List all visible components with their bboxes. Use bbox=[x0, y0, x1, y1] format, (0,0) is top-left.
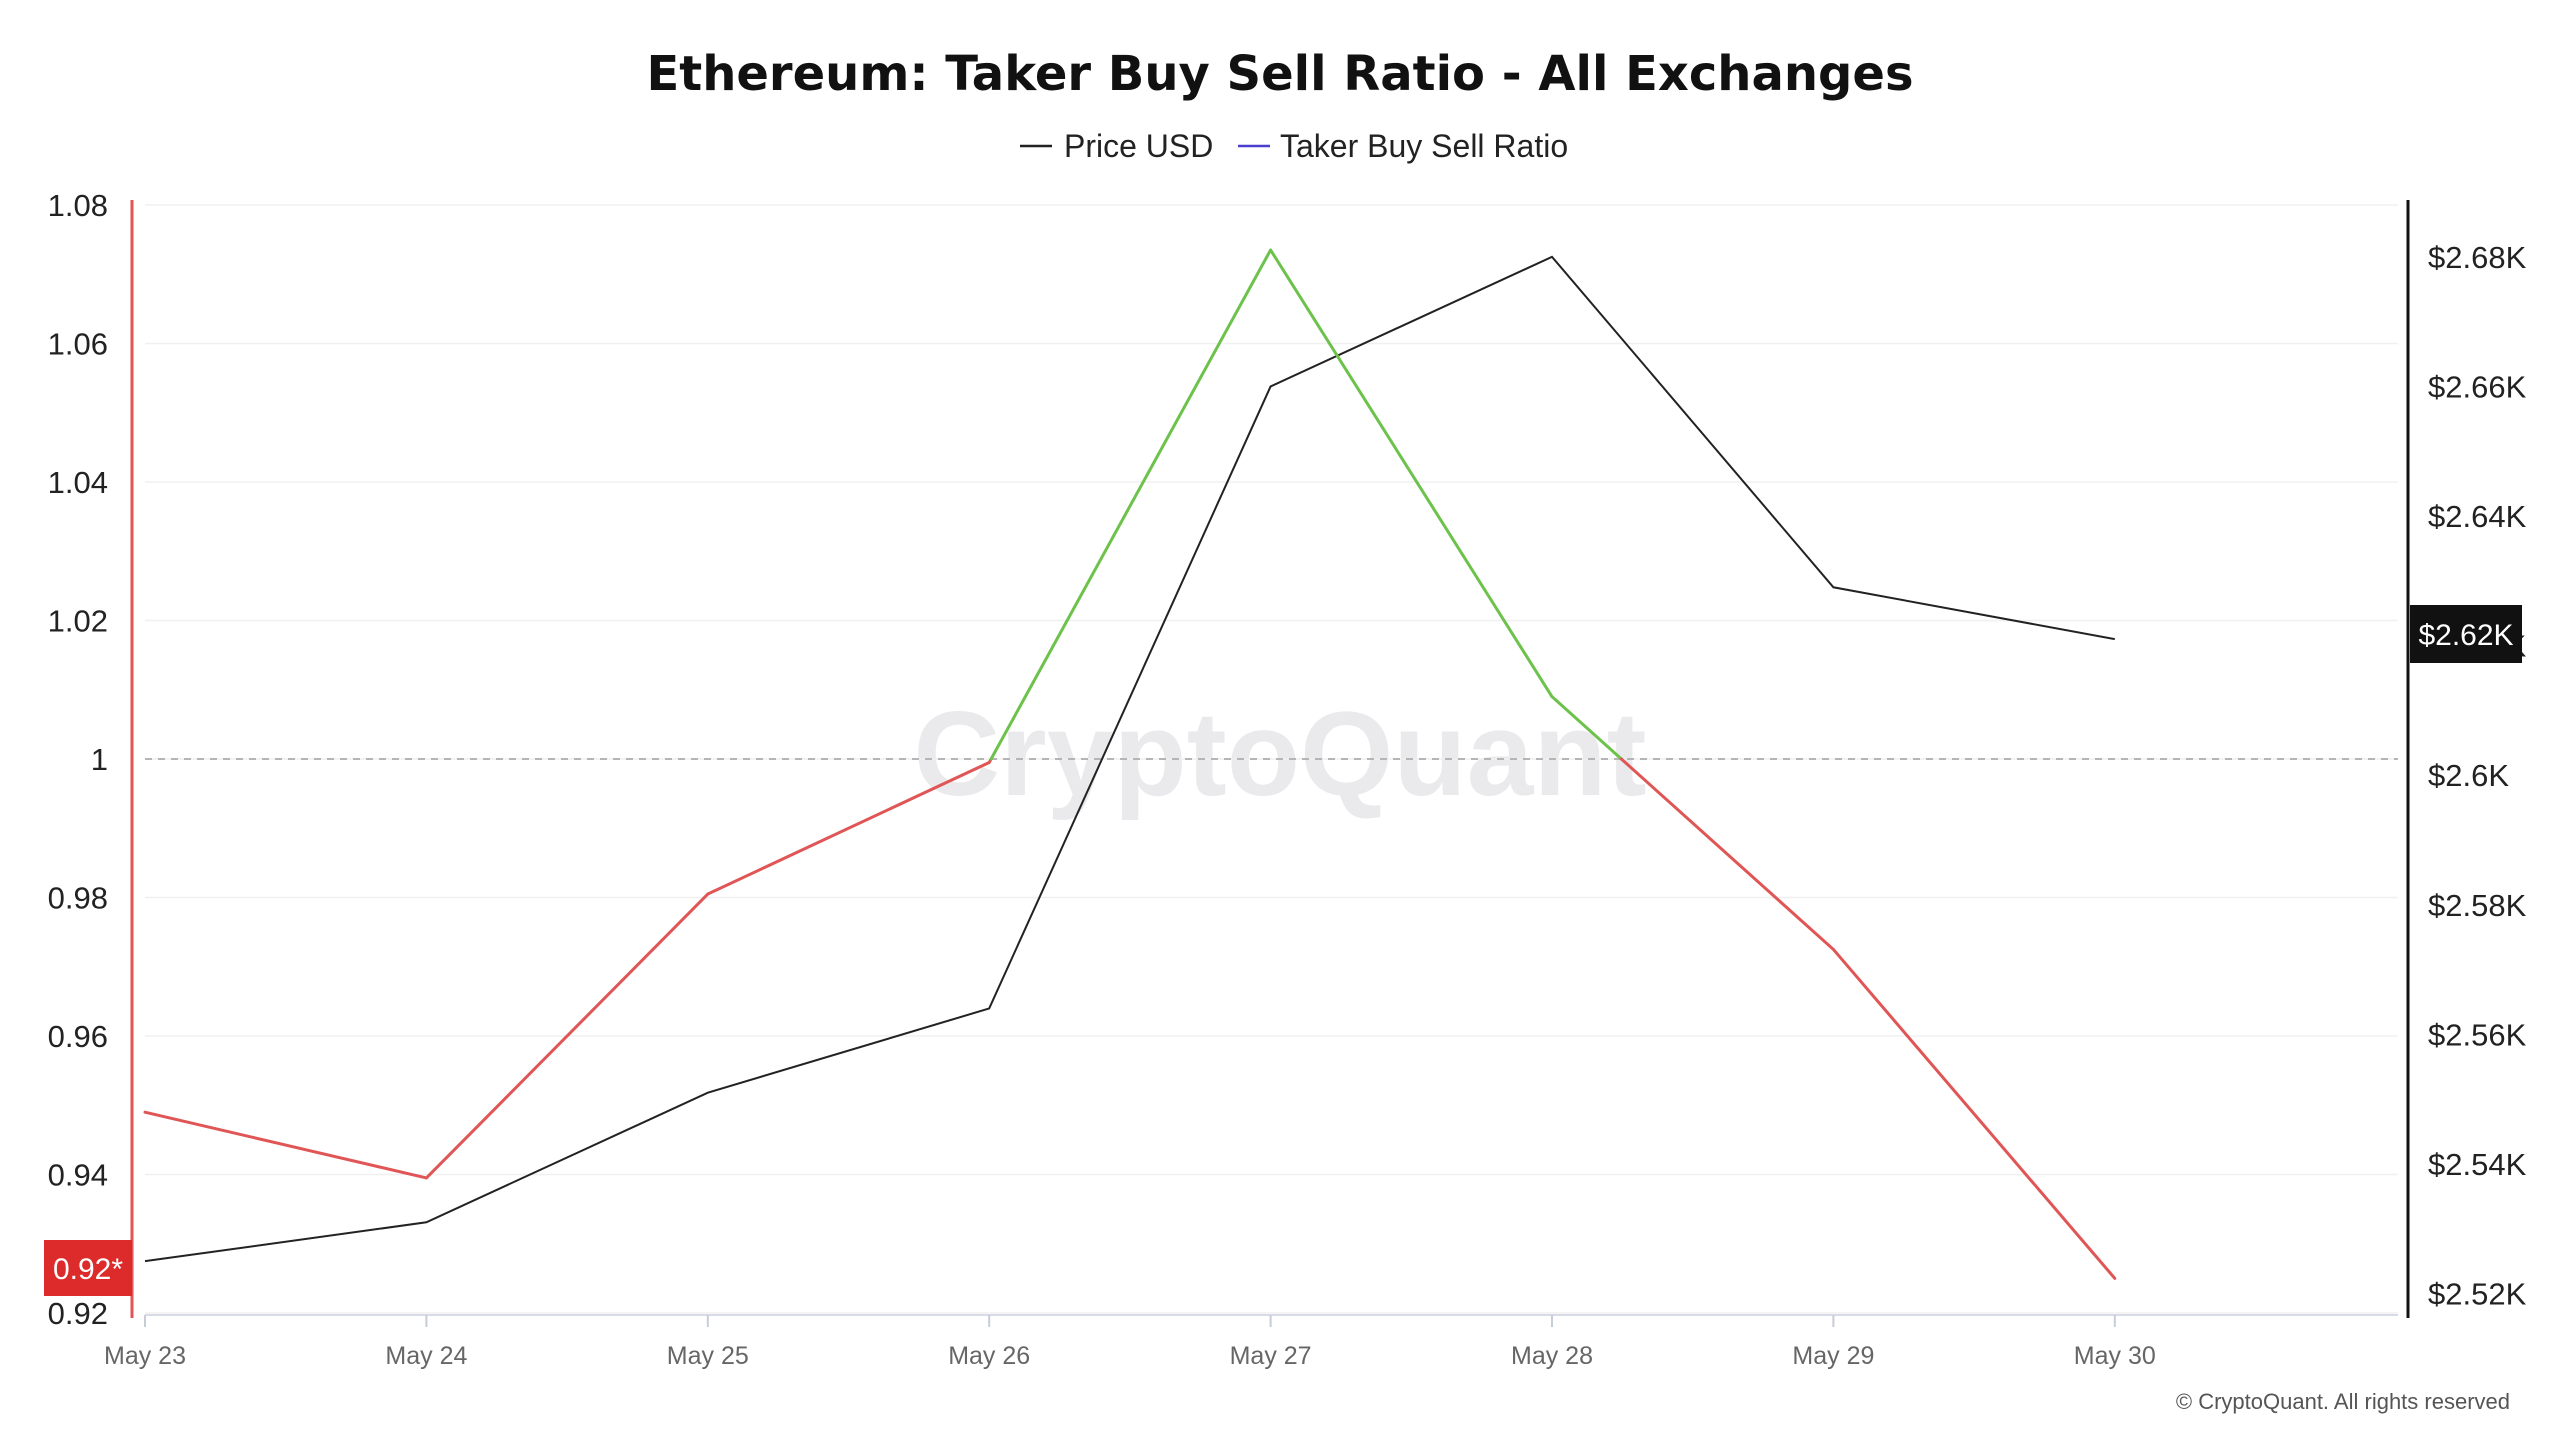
current-ratio-badge: 0.92* bbox=[44, 1240, 132, 1296]
series-segment-ratio bbox=[706, 760, 991, 896]
watermark: CryptoQuant bbox=[913, 687, 1646, 821]
series-line-price bbox=[144, 255, 2115, 1263]
legend-item-price[interactable]: Price USD bbox=[1020, 128, 1213, 164]
current-price-badge: $2.62K bbox=[2410, 605, 2522, 663]
y-right-tick-label: $2.6K bbox=[2428, 758, 2509, 793]
x-tick-label: May 30 bbox=[2074, 1342, 2156, 1370]
grid bbox=[145, 204, 2398, 1314]
series-segment-ratio bbox=[143, 1110, 428, 1180]
y-left-tick-label: 1.02 bbox=[48, 604, 108, 639]
current-price-badge-bg bbox=[2410, 605, 2522, 663]
series-layer bbox=[143, 248, 2117, 1280]
series-segment-ratio bbox=[1550, 695, 1623, 761]
legend-item-ratio[interactable]: Taker Buy Sell Ratio bbox=[1238, 128, 1568, 164]
badges: 0.92* $2.62K bbox=[44, 605, 2522, 1296]
y-left-tick-label: 1.06 bbox=[48, 327, 108, 362]
y-right-tick-label: $2.64K bbox=[2428, 499, 2527, 534]
x-tick-label: May 29 bbox=[1792, 1342, 1874, 1370]
series-segment-ratio bbox=[1269, 248, 1554, 699]
series-segment-ratio bbox=[1831, 947, 2117, 1280]
series-segment-ratio bbox=[424, 892, 710, 1180]
y-right-tick-label: $2.52K bbox=[2428, 1277, 2527, 1312]
x-tick-label: May 23 bbox=[104, 1342, 186, 1370]
chart-title: Ethereum: Taker Buy Sell Ratio - All Exc… bbox=[646, 46, 1913, 102]
series-segment-ratio bbox=[1619, 757, 1835, 951]
y-right-tick-label: $2.56K bbox=[2428, 1017, 2527, 1052]
y-left-tick-label: 1.04 bbox=[48, 465, 108, 500]
y-right-tick-label: $2.66K bbox=[2428, 369, 2527, 404]
y-left-tick-label: 1.08 bbox=[48, 188, 108, 223]
x-tick-label: May 24 bbox=[385, 1342, 467, 1370]
y-left-tick-label: 0.92 bbox=[48, 1296, 108, 1331]
legend-label-ratio: Taker Buy Sell Ratio bbox=[1280, 128, 1568, 164]
y-left-tick-label: 0.98 bbox=[48, 881, 108, 916]
y-left-tick-label: 1 bbox=[91, 742, 108, 777]
x-tick-label: May 27 bbox=[1230, 1342, 1312, 1370]
x-tick-label: May 26 bbox=[948, 1342, 1030, 1370]
y-right-tick-label: $2.58K bbox=[2428, 888, 2527, 923]
y-right-tick-label: $2.54K bbox=[2428, 1147, 2527, 1182]
x-tick-label: May 28 bbox=[1511, 1342, 1593, 1370]
x-tick-label: May 25 bbox=[667, 1342, 749, 1370]
y-left-tick-label: 0.96 bbox=[48, 1019, 108, 1054]
legend: Price USD Taker Buy Sell Ratio bbox=[1020, 128, 1568, 164]
y-left-tick-label: 0.94 bbox=[48, 1158, 108, 1193]
current-price-badge-text: $2.62K bbox=[2418, 619, 2513, 652]
series-segment-ratio bbox=[989, 248, 1273, 761]
legend-label-price: Price USD bbox=[1064, 128, 1213, 164]
current-ratio-badge-text: 0.92* bbox=[53, 1253, 123, 1286]
y-right-tick-label: $2.68K bbox=[2428, 240, 2527, 275]
copyright: © CryptoQuant. All rights reserved bbox=[2176, 1389, 2510, 1414]
current-ratio-badge-bg bbox=[44, 1240, 132, 1296]
